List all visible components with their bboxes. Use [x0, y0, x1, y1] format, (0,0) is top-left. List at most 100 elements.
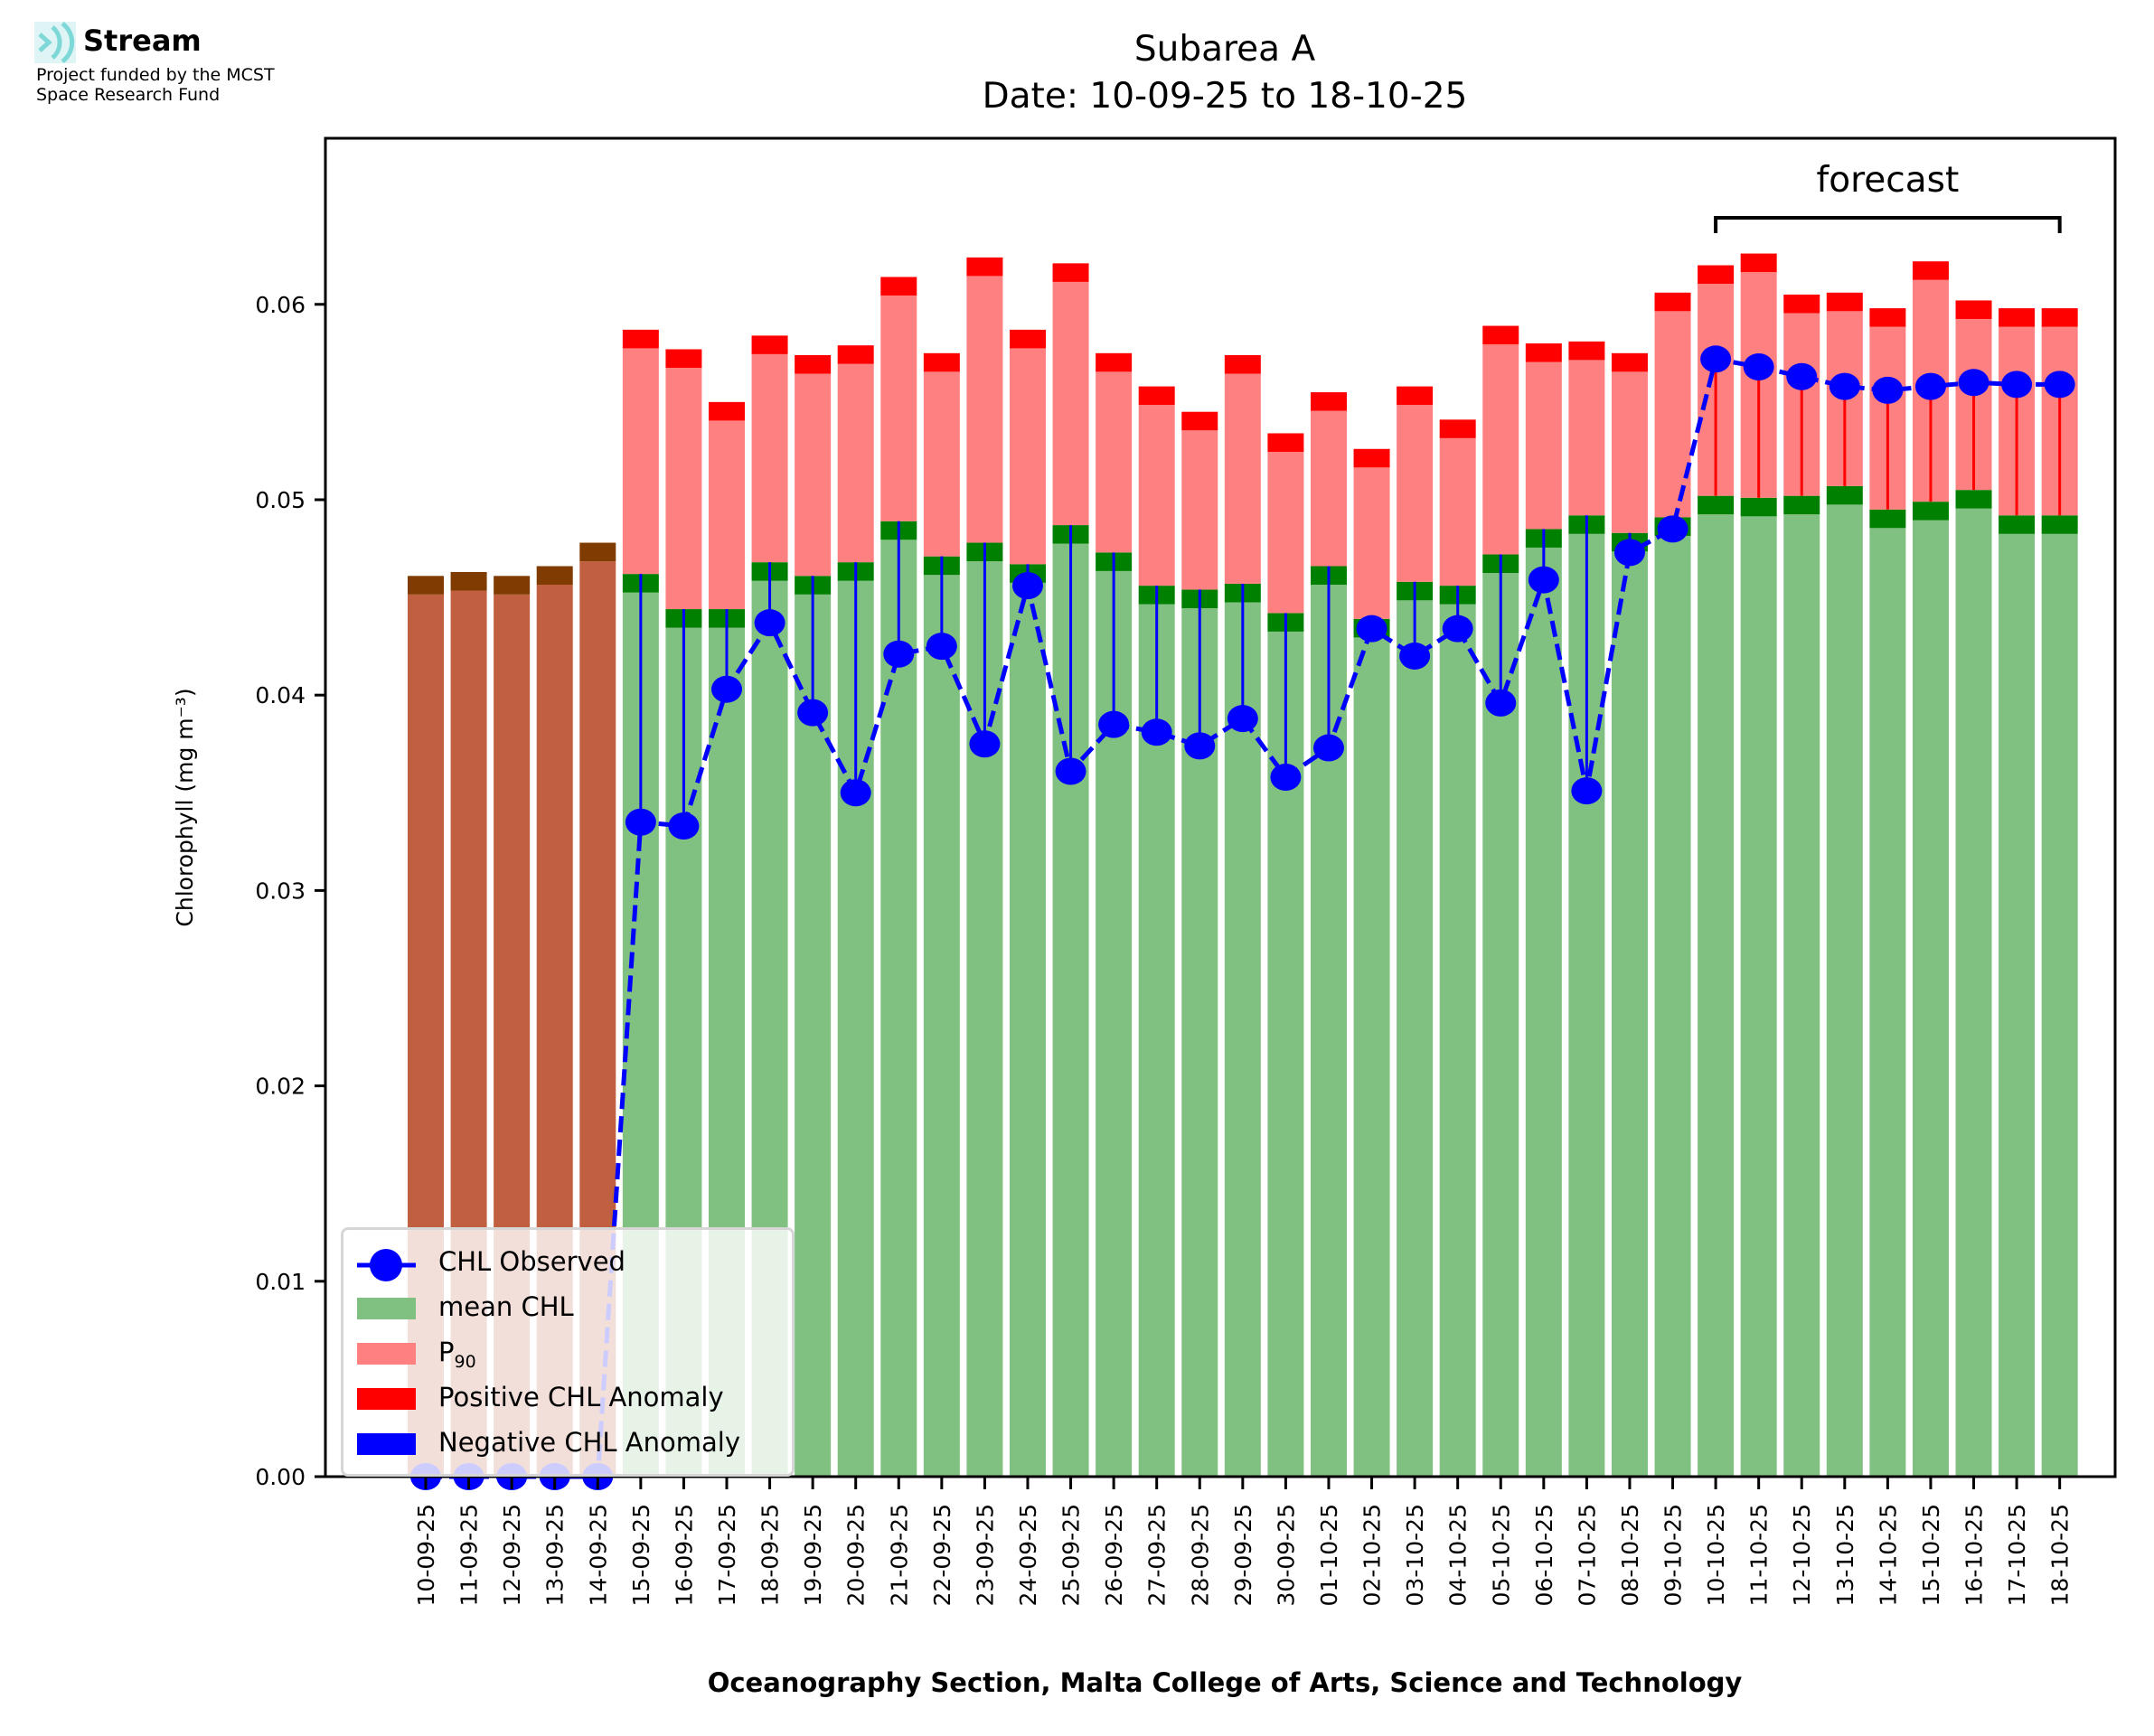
x-tick-label: 15-09-25 [628, 1504, 654, 1606]
observed-point [1657, 515, 1688, 543]
x-tick-label: 19-09-25 [800, 1504, 826, 1606]
bar-mean-chl [1740, 516, 1777, 1477]
x-tick-label: 21-09-25 [886, 1504, 912, 1606]
bar-p90 [795, 373, 832, 577]
observed-point [1914, 372, 1946, 400]
bar-p90-band [665, 349, 702, 369]
bar-mean-band [1955, 490, 1992, 509]
bar-mean-chl [1698, 514, 1735, 1478]
bar-p90-band [2041, 308, 2078, 327]
bar-p90 [1611, 371, 1648, 533]
observed-marker-icon [357, 1249, 416, 1281]
bar-mean-band [1912, 502, 1949, 521]
bar-p90-band [1353, 448, 1390, 468]
bar-mean-band [1869, 509, 1906, 529]
observed-point [710, 675, 742, 703]
bar-p90 [923, 371, 960, 557]
bar-p90 [1397, 405, 1434, 582]
bar-p90-band [1999, 308, 2036, 327]
bar-mean-chl [1009, 582, 1046, 1477]
observed-point [797, 699, 829, 727]
observed-point [2001, 371, 2033, 399]
legend: CHL Observed mean CHL P90 Positive CHL A… [341, 1227, 795, 1477]
bar-p90 [622, 348, 659, 575]
observed-point [969, 730, 1001, 758]
bar-p90 [1052, 281, 1089, 526]
bar-mean-chl [1482, 573, 1519, 1477]
bar-mean-chl [795, 594, 832, 1477]
x-tick-label: 17-10-25 [2004, 1504, 2030, 1606]
observed-point [1872, 376, 1904, 404]
y-tick-label: 0.03 [255, 877, 306, 904]
x-tick-label: 08-10-25 [1617, 1504, 1643, 1606]
bar-mean-chl [880, 540, 917, 1477]
observed-point [1485, 689, 1517, 717]
x-tick-label: 10-09-25 [413, 1504, 439, 1606]
logo-subtitle-line1: Project funded by the MCST [36, 65, 275, 85]
y-tick-label: 0.01 [255, 1269, 306, 1295]
bar-p90-band [1826, 292, 1863, 312]
legend-label-main: P [438, 1337, 455, 1367]
bar-p90-band [1912, 261, 1949, 280]
mean-swatch-icon [357, 1298, 416, 1319]
legend-item-mean: mean CHL [343, 1288, 792, 1333]
bar-p90-band [966, 257, 1003, 277]
observed-point [1312, 734, 1344, 762]
observed-point [1613, 539, 1645, 567]
x-tick-label: 16-09-25 [671, 1504, 697, 1606]
observed-point [883, 640, 915, 668]
observed-point [1958, 369, 1989, 397]
x-tick-label: 20-09-25 [843, 1504, 870, 1606]
bar-p90-band [1397, 386, 1434, 406]
bar-mean-chl [1525, 547, 1562, 1477]
bar-p90 [1310, 410, 1347, 567]
bar-p90-band [880, 277, 917, 296]
bar-mean-band [1826, 485, 1863, 505]
bar-p90 [966, 276, 1003, 543]
bar-p90 [1181, 430, 1218, 590]
x-tick-label: 22-09-25 [929, 1504, 955, 1606]
x-tick-label: 11-09-25 [456, 1504, 483, 1606]
observed-point [625, 808, 656, 836]
observed-point [1528, 566, 1559, 594]
x-tick-label: 17-09-25 [714, 1504, 740, 1606]
x-tick-label: 30-09-25 [1273, 1504, 1299, 1606]
x-tick-label: 07-10-25 [1574, 1504, 1600, 1606]
y-axis-label: Chlorophyll (mg m⁻³) [172, 688, 198, 926]
bar-p90 [708, 420, 745, 610]
x-tick-label: 12-09-25 [499, 1504, 525, 1606]
x-tick-label: 04-10-25 [1445, 1504, 1472, 1606]
x-tick-label: 14-09-25 [585, 1504, 611, 1606]
y-tick-label: 0.02 [255, 1074, 306, 1100]
observed-point [1700, 345, 1732, 373]
bar-p90 [1353, 467, 1390, 619]
observed-point [926, 633, 957, 661]
bar-no-observation-band [408, 576, 444, 595]
bar-no-observation-band [536, 566, 573, 586]
bar-mean-chl [2041, 533, 2078, 1477]
bar-p90-band [1955, 300, 1992, 319]
x-tick-label: 27-09-25 [1144, 1504, 1171, 1606]
bar-mean-band [1999, 515, 2036, 534]
bar-no-observation-band [579, 542, 616, 562]
bar-p90 [880, 296, 917, 521]
bar-mean-chl [1611, 551, 1648, 1477]
x-tick-label: 25-09-25 [1058, 1504, 1085, 1606]
x-tick-label: 23-09-25 [972, 1504, 998, 1606]
observed-point [1055, 757, 1086, 785]
x-tick-label: 15-10-25 [1918, 1504, 1944, 1606]
y-tick-label: 0.00 [255, 1464, 306, 1490]
x-tick-label: 28-09-25 [1187, 1504, 1213, 1606]
bar-p90-band [708, 401, 745, 421]
observed-point [1571, 777, 1603, 805]
bar-p90-band [751, 335, 788, 354]
bar-mean-chl [1224, 602, 1261, 1477]
bar-p90 [1009, 348, 1046, 565]
x-tick-label: 24-09-25 [1015, 1504, 1041, 1606]
stream-logo-icon [34, 22, 76, 63]
observed-point [1098, 710, 1130, 738]
bar-p90-band [1181, 411, 1218, 431]
bar-mean-chl [1138, 604, 1175, 1477]
bar-p90 [1439, 437, 1476, 586]
observed-point [2044, 371, 2075, 399]
